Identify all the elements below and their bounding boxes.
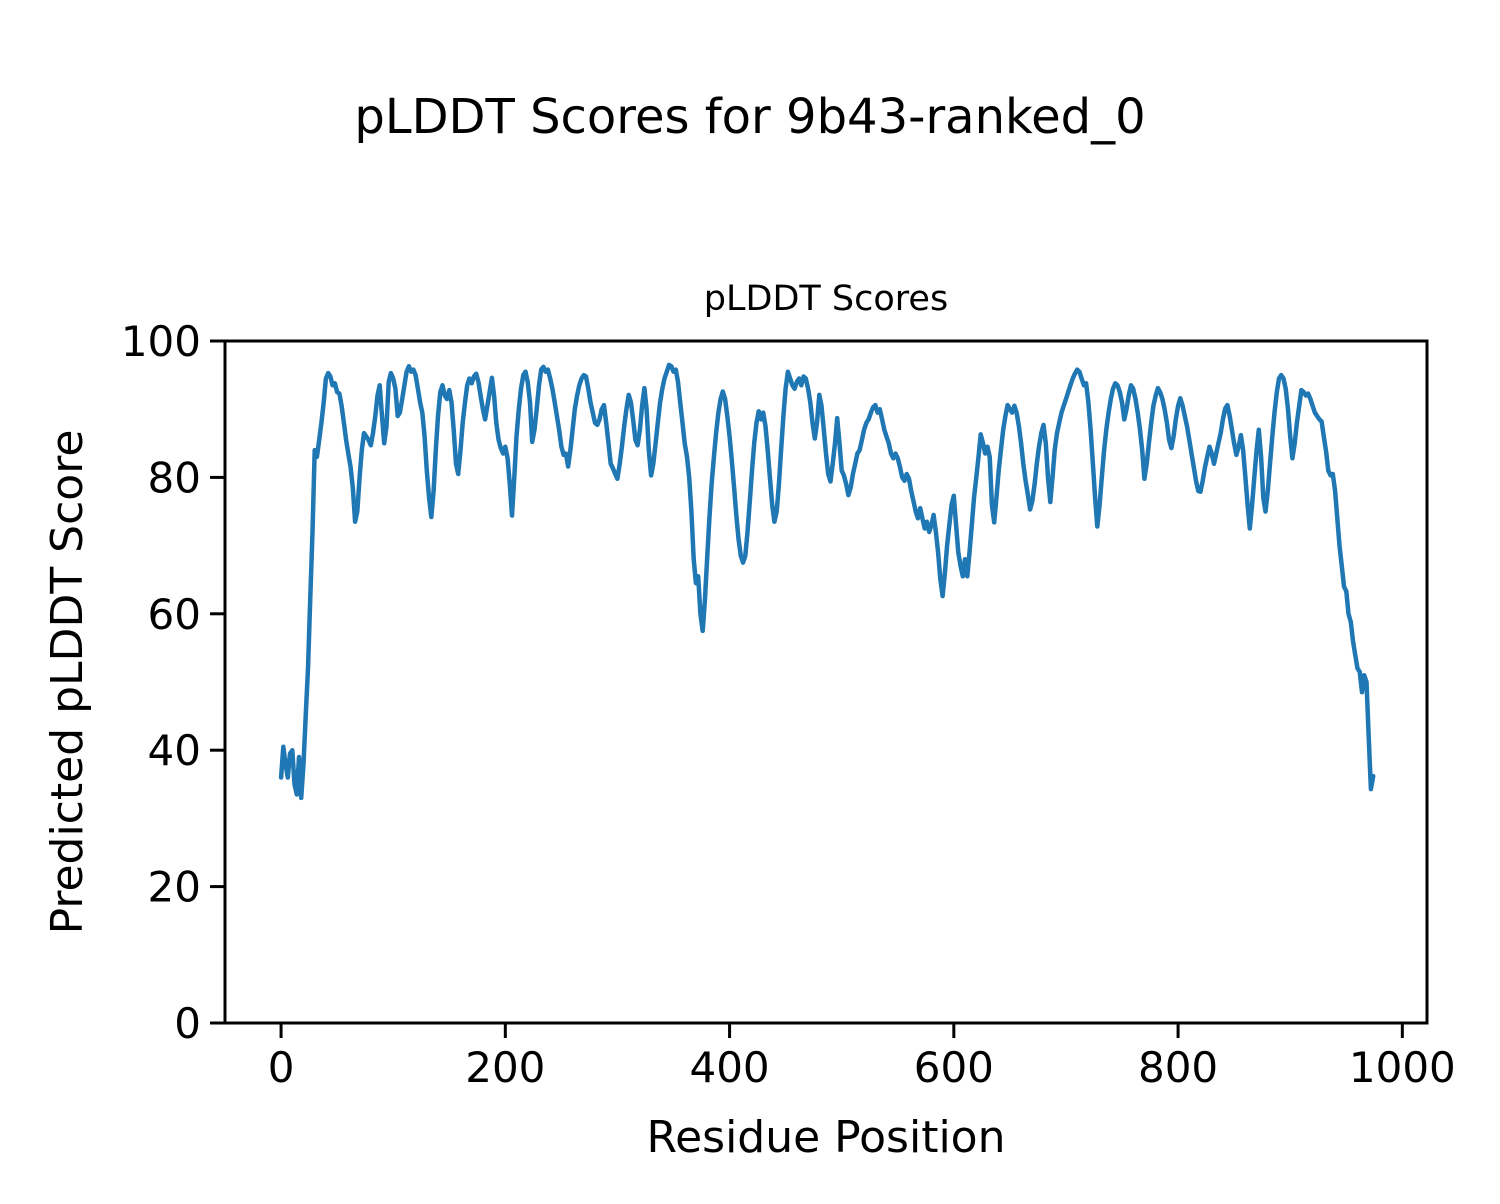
x-tick-label: 800 xyxy=(1138,1043,1218,1092)
y-tick-label: 20 xyxy=(148,863,201,912)
plot-area-frame xyxy=(223,339,1429,1025)
y-axis-tick-labels: 0 20 40 60 80 100 xyxy=(121,317,201,1048)
y-tick-label: 80 xyxy=(148,453,201,502)
x-axis-ticks xyxy=(279,1023,1404,1038)
y-tick-label: 60 xyxy=(148,590,201,639)
x-axis-label: Residue Position xyxy=(646,1112,1005,1163)
y-tick-label: 0 xyxy=(174,999,201,1048)
plddt-score-line xyxy=(278,362,1376,801)
y-axis-label: Predicted pLDDT Score xyxy=(42,430,93,935)
x-tick-label: 1000 xyxy=(1349,1043,1456,1092)
axes-title: pLDDT Scores xyxy=(704,279,948,319)
y-tick-label: 40 xyxy=(148,726,201,775)
y-axis-ticks xyxy=(210,339,225,1025)
x-tick-label: 200 xyxy=(465,1043,545,1092)
y-tick-label: 100 xyxy=(121,317,201,366)
x-tick-label: 600 xyxy=(914,1043,994,1092)
figure-title: pLDDT Scores for 9b43-ranked_0 xyxy=(354,89,1145,145)
x-tick-label: 0 xyxy=(268,1043,295,1092)
x-axis-tick-labels: 0 200 400 600 800 1000 xyxy=(268,1043,1456,1092)
x-tick-label: 400 xyxy=(689,1043,769,1092)
